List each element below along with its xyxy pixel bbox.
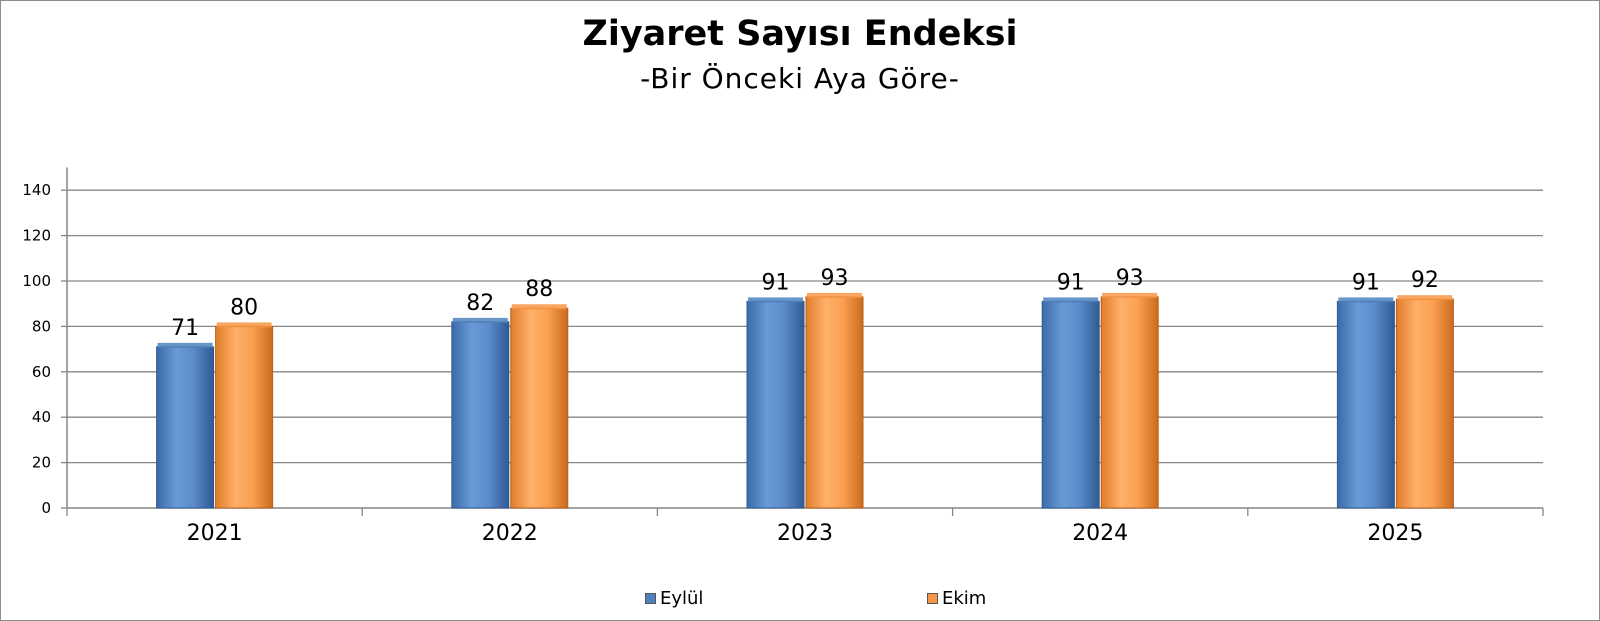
x-tick-label: 2022 — [482, 521, 538, 546]
y-tick-label: 80 — [32, 317, 51, 335]
bar-top-cap — [1338, 297, 1394, 303]
bar-ekim-2022 — [510, 307, 569, 509]
legend-swatch-eylul — [645, 593, 656, 604]
bar-top-cap — [511, 304, 567, 310]
x-tick-label: 2021 — [187, 521, 243, 546]
legend: Eylül Ekim — [0, 588, 1600, 612]
x-tick-label: 2024 — [1072, 521, 1128, 546]
bar-eyl-l-2025 — [1336, 300, 1395, 509]
bar-top-cap — [1397, 295, 1453, 301]
legend-swatch-ekim — [927, 593, 938, 604]
bar-ekim-2025 — [1395, 298, 1454, 509]
data-label: 93 — [1116, 266, 1144, 291]
bar-ekim-2021 — [215, 325, 274, 509]
y-tick-label: 120 — [22, 227, 51, 245]
chart-title: Ziyaret Sayısı Endeksi — [582, 14, 1018, 54]
data-label: 91 — [1057, 270, 1085, 295]
y-tick-label: 40 — [32, 408, 51, 426]
y-tick-label: 140 — [22, 181, 51, 199]
legend-item-eylul: Eylül — [645, 588, 703, 609]
data-label: 82 — [466, 291, 494, 316]
y-tick-label: 0 — [41, 499, 51, 517]
legend-item-ekim: Ekim — [927, 588, 986, 609]
data-label: 80 — [230, 295, 258, 320]
bar-top-cap — [807, 292, 862, 298]
bar-eyl-l-2021 — [156, 346, 215, 509]
bar-ekim-2023 — [805, 296, 864, 509]
bar-top-cap — [157, 342, 213, 348]
bar-top-cap — [216, 322, 272, 328]
y-tick-label: 60 — [32, 363, 51, 381]
bar-eyl-l-2024 — [1041, 300, 1100, 509]
y-tick-label: 100 — [22, 272, 51, 290]
bar-top-cap — [1043, 297, 1099, 303]
data-label: 91 — [1352, 270, 1380, 295]
legend-label-eylul: Eylül — [660, 588, 704, 609]
bar-top-cap — [748, 297, 803, 303]
bar-top-cap — [452, 317, 508, 323]
x-tick-label: 2025 — [1367, 521, 1423, 546]
chart-subtitle: -Bir Önceki Aya Göre- — [640, 62, 960, 95]
legend-label-ekim: Ekim — [942, 588, 987, 609]
y-tick-label: 20 — [32, 454, 51, 472]
data-label: 91 — [762, 270, 790, 295]
bar-eyl-l-2022 — [451, 321, 510, 509]
data-label: 71 — [171, 316, 199, 341]
x-tick-label: 2023 — [777, 521, 833, 546]
data-label: 92 — [1411, 268, 1439, 293]
data-label: 88 — [525, 277, 553, 302]
bar-eyl-l-2023 — [746, 300, 805, 509]
bar-ekim-2024 — [1100, 296, 1159, 509]
bar-top-cap — [1102, 292, 1158, 298]
data-label: 93 — [821, 266, 849, 291]
